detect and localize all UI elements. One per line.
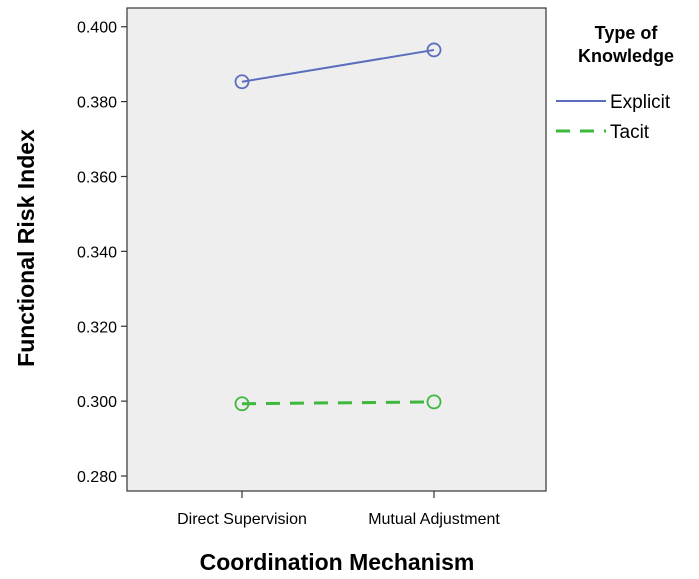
series-line-explicit [241, 48, 435, 83]
legend: Type of Knowledge Explicit Tacit [556, 23, 674, 143]
data-point-tacit [234, 396, 250, 412]
y-tick-label: 0.300 [77, 394, 117, 411]
y-tick-label: 0.400 [77, 20, 117, 37]
y-axis-title: Functional Risk Index [13, 129, 39, 367]
data-point-tacit [426, 394, 442, 410]
data-point-explicit [234, 74, 250, 90]
y-tick-label: 0.280 [77, 469, 117, 486]
y-axis: 0.280 0.300 0.320 0.340 0.360 0.380 0.400 [77, 20, 127, 486]
series-layer [234, 42, 442, 412]
y-tick-label: 0.320 [77, 319, 117, 336]
x-axis: Direct Supervision Mutual Adjustment [177, 491, 500, 528]
y-tick-label: 0.360 [77, 169, 117, 186]
y-tick-label: 0.340 [77, 244, 117, 261]
x-axis-title: Coordination Mechanism [200, 549, 475, 575]
legend-label-explicit: Explicit [610, 92, 671, 113]
series-line-tacit [241, 400, 435, 406]
y-tick-label: 0.380 [77, 95, 117, 112]
legend-label-tacit: Tacit [610, 122, 650, 143]
x-tick-label: Mutual Adjustment [368, 511, 500, 528]
legend-title-line2: Knowledge [578, 46, 674, 66]
legend-items: Explicit Tacit [556, 92, 671, 143]
legend-title-line1: Type of [595, 23, 659, 43]
x-tick-label: Direct Supervision [177, 511, 307, 528]
plot-area [126, 7, 547, 492]
data-point-explicit [426, 42, 442, 58]
